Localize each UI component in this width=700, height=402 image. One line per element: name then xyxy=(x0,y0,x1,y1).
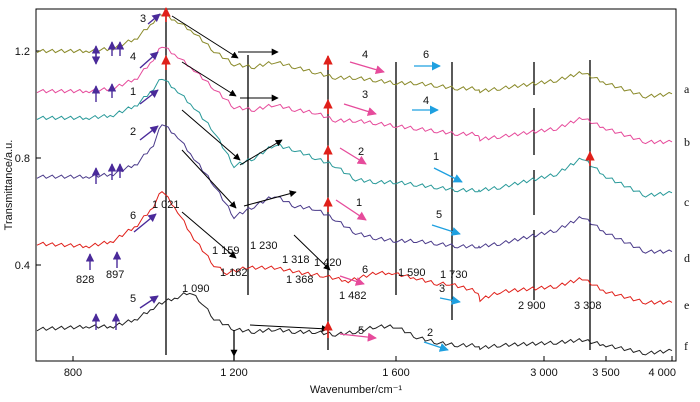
peak-label: 897 xyxy=(106,269,124,281)
curve-label-b: b xyxy=(684,135,690,149)
x-axis-title: Wavenumber/cm⁻¹ xyxy=(310,384,403,396)
series-line-b xyxy=(36,46,673,145)
step-number: 3 xyxy=(362,89,368,101)
series-layer xyxy=(36,14,673,356)
arrow-purple xyxy=(139,125,159,141)
peak-label: 1 420 xyxy=(314,257,342,269)
curve-labels: a b c d e f xyxy=(684,82,690,353)
x-tick-label: 3 500 xyxy=(592,367,620,379)
curve-label-e: e xyxy=(684,298,689,312)
arrow-purple xyxy=(139,51,159,69)
peak-label: 1 730 xyxy=(440,269,468,281)
step-number: 2 xyxy=(130,126,136,138)
step-number: 4 xyxy=(130,51,136,63)
y-axis-title: Transmittance/a.u. xyxy=(3,140,15,231)
pink-arrows xyxy=(335,61,385,342)
step-number: 4 xyxy=(362,49,368,61)
arrow-purple xyxy=(147,13,161,25)
x-tick-label: 1 600 xyxy=(382,367,410,379)
step-numbers: 3 4 1 2 6 5 4 3 2 1 6 5 6 4 1 5 3 2 xyxy=(130,13,445,339)
arrow-black xyxy=(293,234,331,271)
step-number: 6 xyxy=(362,264,368,276)
series-line-d xyxy=(36,124,673,254)
y-axis: 0.4 0.8 1.2 Transmittance/a.u. xyxy=(3,46,41,272)
peak-labels: 828 897 1 021 1 090 1 159 1 182 1 230 1 … xyxy=(76,199,602,312)
arrow-pink xyxy=(343,103,377,116)
series-line-e xyxy=(36,191,673,305)
curve-label-c: c xyxy=(684,195,689,209)
peak-label: 828 xyxy=(76,274,94,286)
step-number: 1 xyxy=(433,151,439,163)
step-number: 5 xyxy=(436,209,442,221)
x-tick-label: 4 000 xyxy=(648,367,676,379)
arrow-pink xyxy=(339,147,367,165)
step-number: 3 xyxy=(439,283,445,295)
peak-label: 3 308 xyxy=(574,300,602,312)
step-number: 6 xyxy=(423,49,429,61)
red-arrows xyxy=(161,7,595,338)
step-number: 2 xyxy=(427,327,433,339)
cyan-arrows xyxy=(412,61,463,352)
peak-label: 1 230 xyxy=(250,240,278,252)
step-number: 3 xyxy=(140,13,146,25)
arrow-black xyxy=(171,15,239,59)
arrow-black xyxy=(243,190,297,207)
arrow-black xyxy=(181,211,237,259)
arrow-pink xyxy=(349,61,385,75)
step-number: 2 xyxy=(358,146,364,158)
step-number: 5 xyxy=(358,325,364,337)
black-arrows xyxy=(171,15,331,357)
plot-frame xyxy=(35,8,677,362)
y-tick-label: 0.8 xyxy=(15,153,30,165)
step-number: 4 xyxy=(423,95,429,107)
arrow-pink xyxy=(339,275,365,286)
peak-label: 1 482 xyxy=(339,290,367,302)
x-axis: 800 1 200 1 600 3 000 3 500 4 000 Wavenu… xyxy=(64,356,676,396)
x-tick-label: 800 xyxy=(64,367,82,379)
curve-label-a: a xyxy=(684,82,690,96)
step-number: 1 xyxy=(356,197,362,209)
arrow-pink xyxy=(339,332,377,342)
arrow-cyan xyxy=(433,167,463,183)
arrow-purple xyxy=(139,89,159,105)
series-line-c xyxy=(36,78,673,198)
y-tick-label: 0.4 xyxy=(15,260,30,272)
peak-label: 1 159 xyxy=(212,245,240,257)
arrow-black xyxy=(181,109,241,161)
curve-label-d: d xyxy=(684,251,690,265)
peak-label: 1 021 xyxy=(152,199,180,211)
series-line-a xyxy=(36,14,673,99)
series-line-f xyxy=(36,292,673,356)
arrow-black xyxy=(239,139,283,166)
arrow-cyan xyxy=(431,224,461,236)
peak-label: 1 368 xyxy=(286,274,314,286)
step-number: 6 xyxy=(130,210,136,222)
arrow-cyan xyxy=(439,295,461,305)
arrow-pink xyxy=(335,199,367,221)
peak-label: 1 182 xyxy=(220,267,248,279)
arrow-black xyxy=(181,149,237,209)
step-number: 5 xyxy=(130,293,136,305)
x-tick-label: 1 200 xyxy=(220,367,248,379)
curve-label-f: f xyxy=(684,339,688,353)
arrow-purple xyxy=(133,213,157,233)
peak-label: 2 900 xyxy=(518,300,546,312)
arrow-purple xyxy=(139,295,159,309)
arrow-black xyxy=(249,324,329,333)
peak-label: 1 318 xyxy=(282,254,310,266)
arrow-black xyxy=(181,61,237,97)
arrow-cyan xyxy=(423,341,449,352)
y-tick-label: 1.2 xyxy=(15,46,30,58)
step-number: 1 xyxy=(130,86,136,98)
purple-arrows xyxy=(85,13,161,330)
x-tick-label: 3 000 xyxy=(530,367,558,379)
peak-label: 1 090 xyxy=(182,283,210,295)
peak-label: 1 590 xyxy=(398,267,426,279)
